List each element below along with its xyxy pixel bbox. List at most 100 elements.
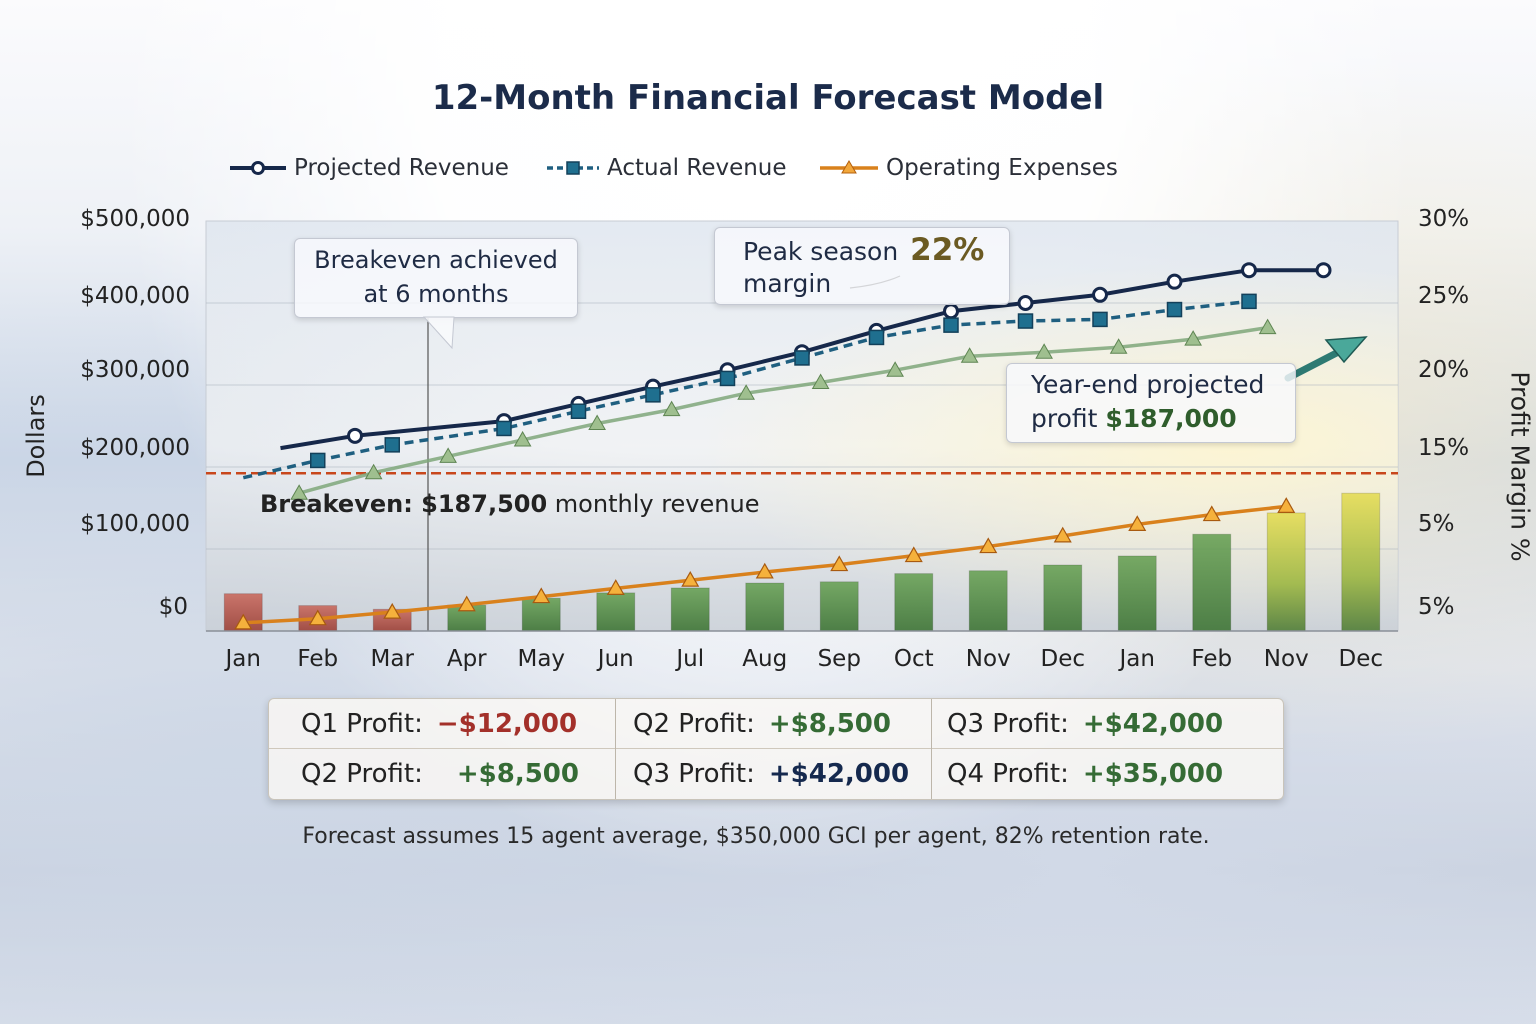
growth-point — [886, 361, 904, 377]
data-point — [719, 370, 736, 387]
data-point — [1241, 262, 1257, 279]
data-point — [1017, 313, 1034, 329]
data-point — [383, 602, 402, 619]
data-point — [979, 537, 998, 554]
profit-value: +$8,500 — [768, 709, 891, 739]
yearend-arrow-icon — [1284, 336, 1368, 382]
data-point — [606, 579, 625, 595]
x-tick: Oct — [893, 646, 934, 672]
bar — [819, 581, 859, 632]
yearend-value: $187,000 — [1105, 404, 1237, 433]
x-tick: Sep — [817, 646, 861, 672]
x-tick: Jan — [1119, 646, 1155, 672]
data-point — [308, 609, 327, 626]
data-point — [1241, 293, 1257, 310]
y-tick-right: 5% — [1418, 511, 1455, 537]
bar — [745, 582, 785, 632]
yearend-callout: Year-end projected profit $187,000 — [1006, 363, 1296, 443]
callout-line: Breakeven achieved — [314, 246, 558, 274]
bar — [1117, 555, 1157, 632]
growth-point — [1109, 338, 1128, 354]
expenses-line-icon — [820, 160, 878, 174]
data-point — [681, 570, 700, 587]
x-tick: Feb — [1191, 646, 1233, 672]
data-point — [1092, 286, 1108, 303]
growth-point — [364, 463, 383, 480]
x-tick: Dec — [1338, 646, 1383, 672]
peak-value: 22% — [910, 232, 985, 268]
y-tick-right: 5% — [1418, 594, 1455, 620]
data-point — [384, 437, 400, 453]
data-point — [943, 303, 959, 320]
x-tick: Jul — [676, 646, 705, 672]
bar — [1043, 564, 1083, 632]
bar — [596, 592, 636, 632]
data-point — [830, 555, 849, 572]
x-tick: Feb — [297, 646, 339, 672]
y-tick-right: 30% — [1418, 206, 1470, 232]
y-tick-right: 15% — [1418, 435, 1470, 461]
data-point — [496, 420, 512, 437]
profit-label: Q4 Profit: — [947, 759, 1069, 789]
growth-point — [960, 347, 979, 363]
yearend-line-2: profit $187,000 — [1031, 402, 1295, 436]
growth-point — [439, 447, 457, 463]
bar — [1192, 533, 1232, 632]
line-series — [234, 262, 1332, 630]
profit-value: +$35,000 — [1082, 759, 1224, 789]
growth-point — [290, 484, 308, 500]
callout-tail-icon — [422, 316, 455, 350]
profit-value: +$42,000 — [768, 759, 910, 789]
callout-line: at 6 months — [363, 280, 509, 308]
y-tick-right: 20% — [1418, 357, 1470, 383]
y-tick-left: $0 — [158, 594, 188, 620]
data-point — [755, 562, 774, 579]
data-point — [1166, 301, 1183, 318]
x-tick: Nov — [1263, 646, 1309, 672]
data-point — [1053, 526, 1072, 543]
x-tick: May — [517, 646, 566, 672]
data-point — [1315, 262, 1332, 279]
table-divider — [269, 748, 1283, 749]
bar — [968, 570, 1008, 632]
x-tick: Mar — [370, 646, 414, 672]
profit-cell: Q2 Profit: +$8,500 — [633, 699, 891, 749]
data-point — [868, 329, 885, 346]
growth-point — [1035, 343, 1053, 359]
footnote: Forecast assumes 15 agent average, $350,… — [302, 824, 1210, 849]
data-point — [794, 350, 810, 366]
x-tick: Jan — [225, 646, 261, 672]
y-tick-left: $100,000 — [80, 511, 190, 537]
data-point — [904, 546, 923, 563]
profit-label: Q3 Profit: — [633, 759, 755, 789]
breakeven-label: Breakeven: $187,500 monthly revenue — [260, 490, 759, 518]
legend-actual: Actual Revenue — [545, 150, 787, 186]
data-point — [1092, 311, 1108, 328]
growth-line — [298, 325, 1268, 495]
growth-point — [662, 400, 681, 417]
bar — [894, 573, 934, 632]
y-tick-left: $300,000 — [80, 357, 190, 383]
peak-line-2: margin — [743, 269, 832, 298]
breakeven-label-bold: Breakeven: $187,500 — [260, 490, 548, 518]
growth-point — [737, 384, 755, 400]
profit-cell: Q4 Profit: +$35,000 — [947, 749, 1223, 799]
bar — [670, 587, 710, 632]
breakeven-label-rest: monthly revenue — [547, 490, 760, 518]
peak-line-1: Peak season 22% — [743, 234, 1009, 268]
profit-cell: Q3 Profit: +$42,000 — [633, 749, 909, 799]
projected-line-icon — [230, 161, 286, 175]
data-point — [532, 587, 551, 604]
legend-actual-label: Actual Revenue — [607, 155, 787, 181]
table-divider — [615, 699, 616, 799]
data-point — [457, 595, 476, 612]
data-point — [1166, 273, 1183, 290]
profit-label: Q2 Profit: — [301, 759, 423, 789]
profit-value: +$8,500 — [456, 759, 579, 789]
bar — [1266, 512, 1306, 632]
actual-line-icon — [547, 161, 599, 175]
data-point — [347, 427, 363, 444]
peak-label: Peak season — [743, 237, 899, 266]
profit-cell: Q3 Profit: +$42,000 — [947, 699, 1223, 749]
